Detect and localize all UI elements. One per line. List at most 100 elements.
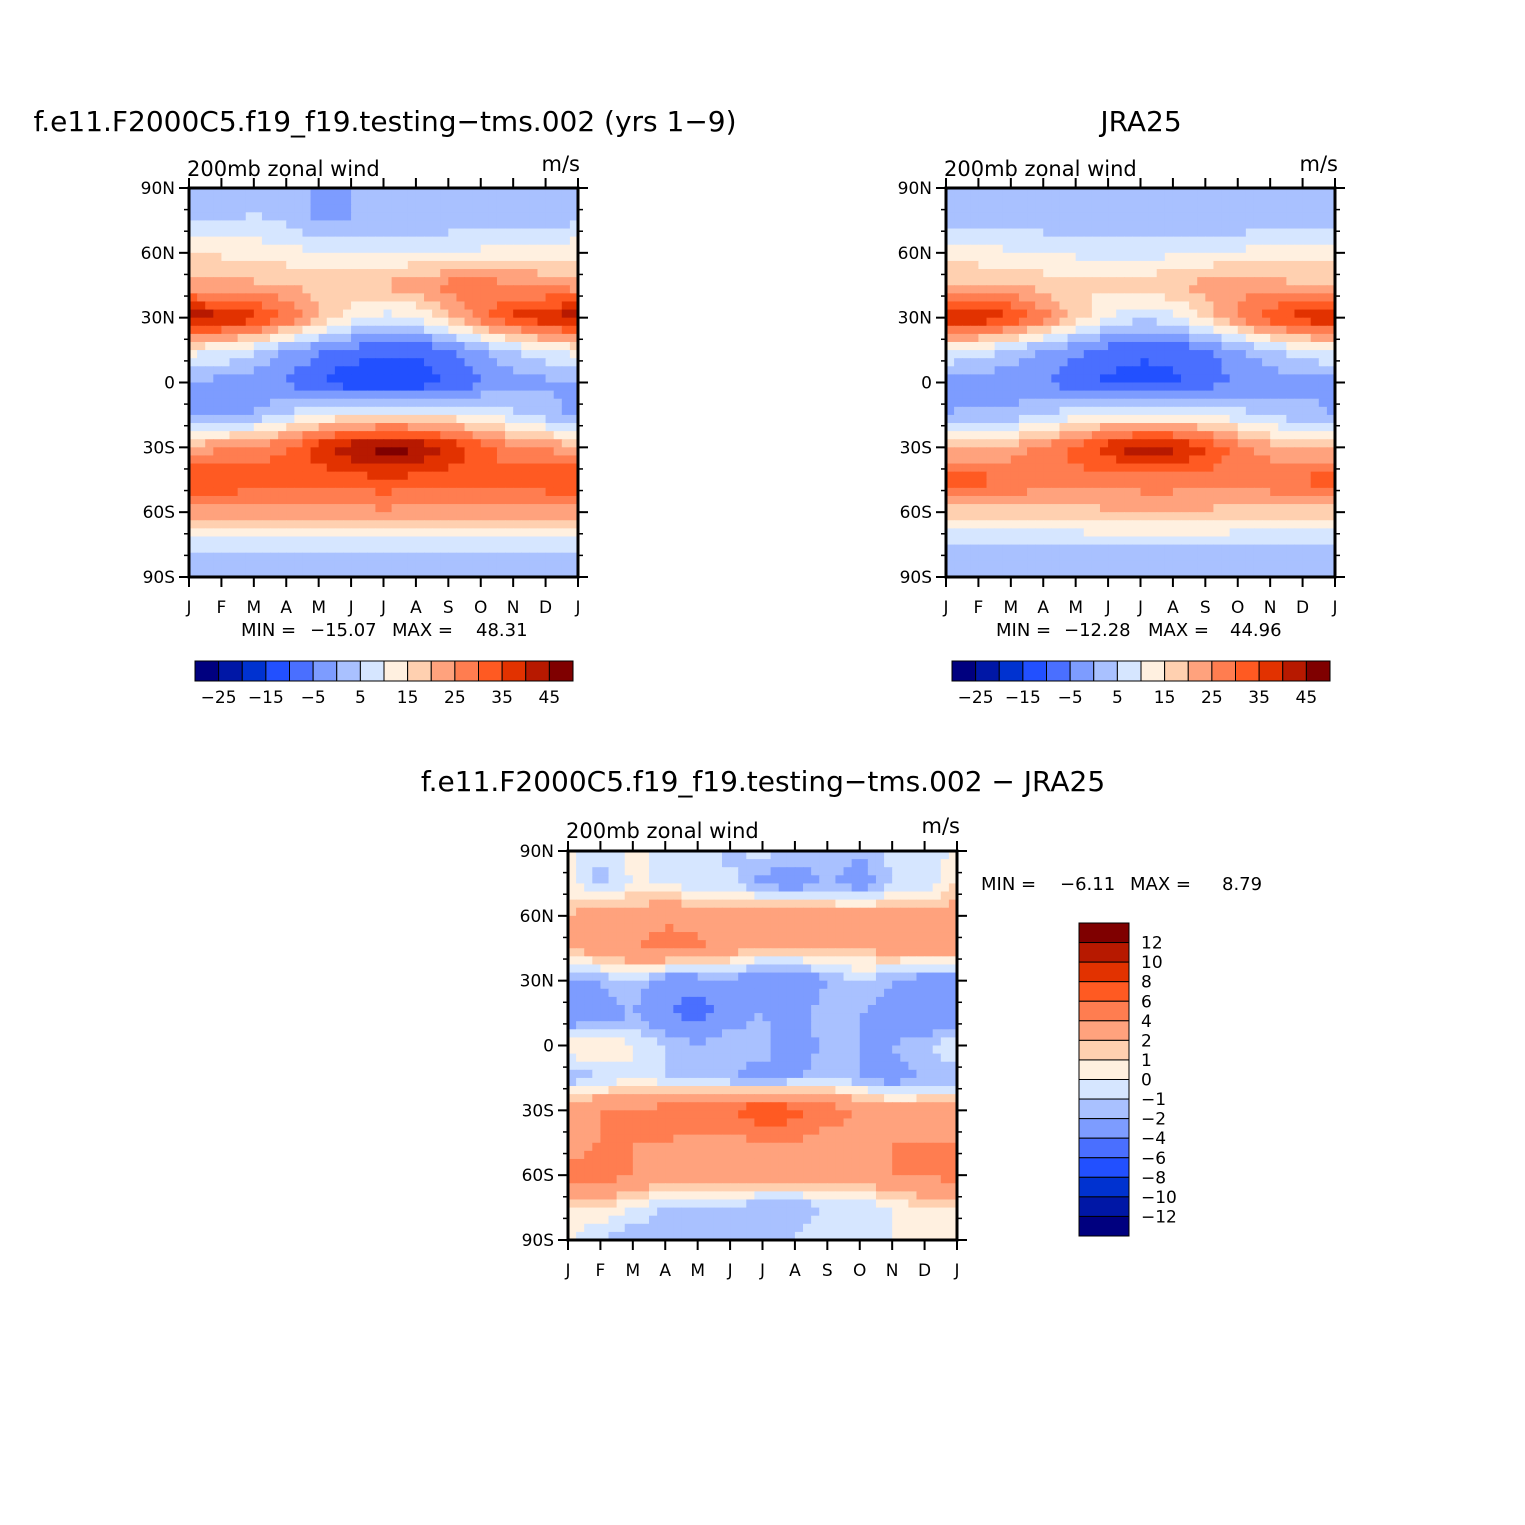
contour-cell: [480, 301, 490, 311]
contour-cell: [440, 204, 449, 213]
contour-cell: [1262, 560, 1271, 570]
contour-cell: [1270, 374, 1279, 384]
contour-cell: [978, 301, 988, 311]
contour-cell: [1010, 406, 1020, 416]
contour-cell: [334, 350, 344, 359]
contour-cell: [1010, 423, 1020, 432]
contour-cell: [229, 341, 239, 351]
contour-cell: [1116, 544, 1125, 554]
contour-cell: [342, 528, 352, 538]
contour-cell: [1237, 536, 1247, 546]
contour-cell: [673, 851, 683, 860]
contour-cell: [237, 520, 247, 529]
contour-cell: [513, 236, 522, 246]
contour-cell: [569, 544, 579, 554]
contour-cell: [456, 212, 466, 222]
contour-cell: [521, 188, 530, 197]
contour-cell: [1059, 196, 1069, 205]
colorbar-box: [241, 660, 267, 682]
contour-cell: [367, 512, 376, 521]
contour-cell: [286, 244, 295, 254]
contour-cell: [496, 212, 506, 222]
contour-cell: [189, 212, 198, 222]
contour-cell: [237, 220, 247, 230]
contour-cell: [480, 285, 490, 294]
contour-cell: [1270, 495, 1279, 505]
contour-cell: [569, 414, 579, 424]
contour-cell: [954, 487, 963, 497]
contour-cell: [1302, 447, 1312, 457]
contour-cell: [270, 244, 279, 254]
contour-cell: [569, 479, 579, 489]
contour-cell: [1221, 188, 1231, 197]
contour-cell: [189, 333, 198, 343]
contour-cell: [561, 495, 571, 505]
contour-cell: [197, 325, 206, 335]
contour-cell: [221, 520, 231, 529]
contour-cell: [970, 260, 980, 270]
contour-cell: [569, 463, 579, 473]
contour-cell: [1221, 423, 1231, 432]
contour-cell: [310, 471, 320, 481]
contour-cell: [342, 301, 352, 311]
contour-cell: [1002, 544, 1012, 554]
contour-cell: [472, 374, 482, 384]
contour-cell: [253, 269, 263, 278]
contour-cell: [705, 867, 715, 876]
contour-cell: [448, 228, 458, 238]
contour-cell: [1213, 512, 1223, 521]
contour-cell: [253, 528, 263, 538]
contour-cell: [505, 439, 514, 448]
contour-cell: [569, 228, 579, 238]
contour-cell: [1067, 544, 1077, 554]
contour-cell: [1018, 455, 1028, 465]
contour-cell: [569, 455, 579, 465]
contour-cell: [1132, 366, 1142, 375]
contour-cell: [1302, 350, 1312, 359]
contour-cell: [189, 188, 198, 197]
contour-cell: [545, 204, 555, 213]
contour-cell: [948, 851, 958, 860]
contour-cell: [1189, 398, 1198, 408]
contour-cell: [1262, 188, 1271, 197]
contour-cell: [1221, 487, 1231, 497]
contour-cell: [1035, 544, 1044, 554]
contour-cell: [513, 301, 522, 311]
contour-cell: [1189, 447, 1198, 457]
contour-cell: [1229, 568, 1239, 578]
contour-cell: [480, 341, 490, 351]
contour-cell: [286, 528, 295, 538]
contour-cell: [278, 568, 287, 578]
contour-cell: [488, 236, 498, 246]
contour-cell: [432, 285, 441, 294]
contour-cell: [1035, 309, 1044, 319]
contour-cell: [1140, 455, 1150, 465]
contour-cell: [424, 325, 433, 335]
contour-cell: [1116, 479, 1125, 489]
contour-cell: [561, 196, 571, 205]
contour-cell: [456, 439, 466, 448]
contour-cell: [1237, 317, 1247, 327]
contour-cell: [367, 285, 376, 294]
contour-cell: [545, 471, 555, 481]
contour-cell: [657, 851, 666, 860]
contour-cell: [1083, 544, 1093, 554]
contour-cell: [221, 228, 231, 238]
contour-cell: [1075, 196, 1085, 205]
contour-cell: [954, 504, 963, 513]
contour-cell: [326, 504, 336, 513]
contour-cell: [521, 406, 530, 416]
contour-cell: [1245, 350, 1255, 359]
contour-cell: [342, 512, 352, 521]
contour-cell: [746, 859, 755, 868]
contour-cell: [278, 204, 287, 213]
contour-cell: [318, 325, 328, 335]
contour-cell: [962, 455, 971, 465]
contour-cell: [197, 220, 206, 230]
contour-cell: [970, 350, 980, 359]
contour-cell: [440, 301, 449, 311]
contour-cell: [746, 851, 755, 860]
contour-cell: [496, 188, 506, 197]
contour-cell: [970, 504, 980, 513]
contour-cell: [342, 333, 352, 343]
